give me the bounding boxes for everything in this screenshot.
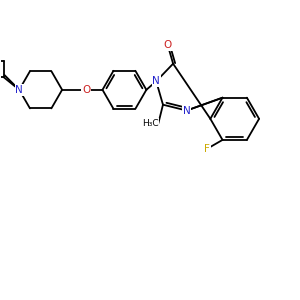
Text: O: O — [82, 85, 90, 95]
Text: F: F — [204, 144, 210, 154]
Text: O: O — [164, 40, 172, 50]
Text: N: N — [15, 85, 23, 95]
Text: N: N — [183, 106, 190, 116]
Text: N: N — [152, 76, 160, 86]
Text: H₃C: H₃C — [142, 119, 158, 128]
